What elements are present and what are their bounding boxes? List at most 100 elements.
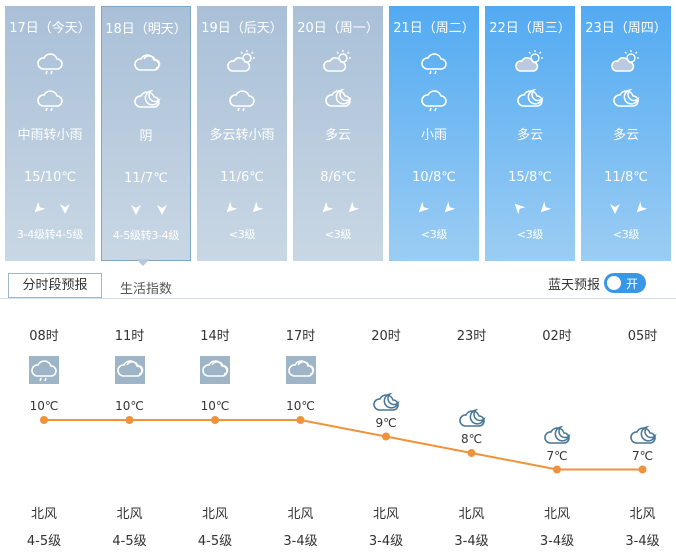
hour-temperature-label: 10℃ [29,399,59,413]
temperature-point [638,465,647,474]
hour-wind-direction: 北风 [458,507,485,522]
temperature-point [296,416,305,424]
wind-direction [317,200,361,218]
hour-time: 11时 [114,329,145,344]
hour-wind-direction: 北风 [201,507,228,522]
southwest-arrow-icon [441,200,457,220]
southwest-arrow-icon [633,200,649,220]
day-condition: 多云 [516,128,543,143]
hour-temperature-label: 8℃ [460,432,483,446]
day-date: 23日（周四） [585,21,667,36]
day-card[interactable]: 19日（后天） 多云转小雨 11/6℃ <3级 [197,6,287,261]
day-card[interactable]: 17日（今天） 中雨转小雨 15/10℃ 3-4级转4-5级 [5,6,95,261]
toggle-knob [607,276,621,290]
hour-wind-direction: 北风 [30,507,57,522]
southwest-arrow-icon [319,200,335,220]
cloudy-icon [200,356,230,384]
tab-life-index[interactable]: 生活指数 [120,282,173,297]
day-temperature: 8/6℃ [320,170,356,185]
day-temperature: 11/7℃ [124,171,168,186]
hour-time: 17时 [285,329,316,344]
cloud-rain-icon [419,86,449,112]
hour-wind-level: 4-5级 [26,534,62,549]
temperature-point [467,449,476,457]
southwest-arrow-icon [31,200,47,220]
partly-cloudy-icon [611,49,641,75]
day-card[interactable]: 18日（明天） 阴 11/7℃ 4-5级转3-4级 [101,6,191,261]
selected-day-caret [136,259,150,266]
southwest-arrow-icon [345,200,361,220]
day-condition: 阴 [139,129,153,144]
day-temperature: 15/10℃ [23,170,77,185]
hour-temperature-label: 7℃ [631,448,654,463]
day-temperature: 15/8℃ [508,170,552,185]
day-wind-level: <3级 [228,228,256,241]
hour-time: 05时 [627,329,658,344]
hour-temperature-label: 10℃ [286,399,315,413]
day-condition: 多云 [612,128,639,143]
blue-sky-forecast-label: 蓝天预报 [548,278,601,293]
hour-time: 23时 [456,329,487,344]
wind-direction [413,200,457,218]
day-wind-level: <3级 [420,228,448,241]
hour-wind-level: 3-4级 [625,534,660,549]
day-card[interactable]: 22日（周三） 多云 15/8℃ <3级 [485,6,575,261]
hour-wind-direction: 北风 [372,507,399,522]
southwest-arrow-icon [223,200,239,220]
hour-time: 08时 [29,329,59,344]
day-card[interactable]: 20日（周一） 多云 8/6℃ <3级 [293,6,383,261]
temperature-point [40,416,48,424]
wind-direction [29,200,73,218]
hour-wind-direction: 北风 [629,507,656,522]
south-arrow-icon [57,200,73,220]
day-wind-level: <3级 [516,228,544,241]
cloudy-icon [132,50,162,76]
hour-wind-direction: 北风 [543,507,570,522]
day-wind-level: <3级 [324,228,352,241]
day-card[interactable]: 21日（周二） 小雨 10/8℃ <3级 [389,6,479,261]
southwest-arrow-icon [415,200,431,220]
cloud-moon-icon [457,406,487,432]
blue-sky-toggle[interactable]: 开 [604,273,646,293]
hour-wind-level: 4-5级 [197,534,233,549]
cloud-moon-icon [371,390,401,416]
wind-direction [605,200,649,218]
hour-wind-level: 3-4级 [454,534,489,549]
day-temperature: 11/6℃ [220,170,264,185]
south-arrow-icon [154,201,170,221]
hour-temperature-label: 10℃ [115,399,144,413]
partly-cloudy-icon [227,49,257,75]
hour-time: 20时 [371,329,401,344]
toggle-state: 开 [626,277,639,291]
daily-forecast: 17日（今天） 中雨转小雨 15/10℃ 3-4级转4-5级 18日（明天） 阴… [5,6,671,261]
temperature-point [211,416,219,424]
cloud-rain-icon [29,356,59,384]
partly-cloudy-icon [323,49,353,75]
hour-wind-direction: 北风 [287,507,314,522]
hour-temperature-label: 10℃ [200,399,230,413]
hour-wind-level: 3-4级 [539,534,575,549]
day-date: 17日（今天） [9,21,91,36]
day-wind-level: 3-4级转4-5级 [16,228,84,241]
hour-wind-level: 3-4级 [368,534,404,549]
hour-time: 14时 [200,329,230,344]
hour-wind-direction: 北风 [116,507,143,522]
cloud-rain-icon [35,86,65,112]
south-arrow-icon [128,201,144,221]
cloudy-icon [114,356,145,384]
tab-divider [0,298,676,299]
day-card[interactable]: 23日（周四） 多云 11/8℃ <3级 [581,6,671,261]
day-condition: 小雨 [420,128,447,143]
temperature-point [553,465,561,474]
day-wind-level: 4-5级转3-4级 [112,229,180,242]
tab-hourly-forecast[interactable]: 分时段预报 [8,273,102,298]
partly-cloudy-icon [515,49,545,75]
hour-time: 02时 [542,329,572,344]
day-condition: 中雨转小雨 [17,128,83,143]
day-temperature: 11/8℃ [604,170,648,185]
cloud-moon-icon [515,86,545,112]
wind-direction [126,201,170,219]
cloud-rain-icon [35,49,65,75]
day-temperature: 10/8℃ [412,170,456,185]
